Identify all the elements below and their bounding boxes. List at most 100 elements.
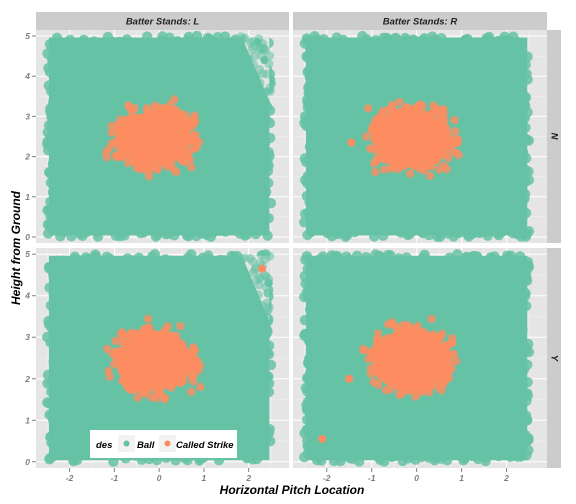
strip-row-N-label: N xyxy=(548,133,559,141)
called-strike-point xyxy=(116,138,125,147)
ball-point xyxy=(251,71,261,81)
ball-point xyxy=(258,69,268,79)
called-strike-point xyxy=(383,155,392,164)
called-strike-point xyxy=(107,139,117,148)
called-strike-point xyxy=(405,131,414,140)
outlier-point xyxy=(347,138,356,147)
called-strike-point xyxy=(409,161,418,171)
called-strike-point xyxy=(396,148,405,157)
called-strike-point xyxy=(155,131,164,140)
called-strike-point xyxy=(148,117,157,127)
called-strike-point xyxy=(407,149,416,158)
called-strike-point xyxy=(380,165,389,174)
called-strike-point xyxy=(136,165,145,174)
called-strike-point xyxy=(164,105,173,115)
strip-row-N xyxy=(547,30,561,243)
called-strike-point xyxy=(419,146,428,156)
called-strike-point xyxy=(168,164,178,173)
called-strike-point xyxy=(129,118,138,127)
called-strike-point xyxy=(415,100,424,109)
called-strike-point xyxy=(135,136,144,145)
strip-col-R-label: Batter Stands: R xyxy=(383,17,458,28)
called-strike-point xyxy=(140,148,149,157)
called-strike-point xyxy=(156,121,165,130)
ball-point xyxy=(238,74,247,84)
called-strike-point xyxy=(144,172,154,181)
called-strike-point xyxy=(444,153,453,163)
facet-panels xyxy=(36,30,547,468)
points-L-Y xyxy=(42,249,277,467)
called-strike-point xyxy=(397,130,406,139)
called-strike-point xyxy=(388,100,397,110)
called-strike-point xyxy=(134,125,143,134)
called-strike-point xyxy=(102,148,111,157)
called-strike-point xyxy=(190,117,200,127)
called-strike-point xyxy=(378,107,388,116)
called-strike-point xyxy=(168,114,177,123)
called-strike-point xyxy=(175,109,185,118)
strip-row-Y xyxy=(547,248,561,468)
called-strike-point xyxy=(142,104,152,113)
called-strike-point xyxy=(434,165,444,174)
called-strike-point xyxy=(414,123,424,132)
called-strike-point xyxy=(107,121,117,131)
called-strike-point xyxy=(413,142,422,152)
called-strike-point xyxy=(415,160,425,169)
outlier-point xyxy=(260,56,269,65)
ball-point xyxy=(246,38,256,48)
called-strike-point xyxy=(177,120,187,129)
called-strike-point xyxy=(123,116,132,125)
called-strike-point xyxy=(387,110,396,119)
called-strike-point xyxy=(376,137,385,146)
called-strike-point xyxy=(398,137,407,146)
called-strike-point xyxy=(159,139,169,149)
points-R-N xyxy=(299,30,535,242)
called-strike-point xyxy=(398,111,407,120)
called-strike-point xyxy=(411,116,420,125)
called-strike-point xyxy=(152,163,162,173)
called-strike-point xyxy=(439,135,448,144)
called-strike-point xyxy=(442,165,451,174)
called-strike-point xyxy=(439,105,448,114)
ball-point xyxy=(237,54,247,64)
called-strike-point xyxy=(450,115,459,125)
points-L-N xyxy=(42,30,277,242)
called-strike-point xyxy=(185,155,194,164)
ball-point xyxy=(265,86,275,96)
called-strike-point xyxy=(405,169,415,178)
called-strike-point xyxy=(370,159,379,168)
called-strike-point xyxy=(119,152,129,162)
called-strike-point xyxy=(179,135,188,144)
called-strike-point xyxy=(454,150,463,160)
called-strike-point xyxy=(451,127,460,136)
called-strike-point xyxy=(423,112,432,122)
called-strike-point xyxy=(425,171,435,180)
called-strike-point xyxy=(362,132,371,141)
called-strike-point xyxy=(439,128,448,138)
panel-L-Y xyxy=(36,248,289,468)
strip-col-L xyxy=(36,12,289,30)
called-strike-point xyxy=(151,103,161,112)
panel-L-N xyxy=(36,30,289,243)
called-strike-point xyxy=(431,104,441,113)
called-strike-point xyxy=(191,131,200,140)
called-strike-point xyxy=(426,142,435,152)
called-strike-point xyxy=(385,129,394,138)
called-strike-point xyxy=(386,164,396,173)
ball-point xyxy=(246,84,256,94)
called-strike-point xyxy=(395,97,404,107)
strip-col-L-label: Batter Stands: L xyxy=(126,17,200,28)
outlier-point xyxy=(253,38,262,47)
ball-point xyxy=(250,51,259,61)
panel-R-N xyxy=(293,30,547,243)
called-strike-point xyxy=(148,155,157,165)
called-strike-point xyxy=(187,162,196,172)
called-strike-point xyxy=(391,119,401,128)
ball-point xyxy=(239,66,249,76)
called-strike-point xyxy=(390,144,399,153)
called-strike-point xyxy=(437,116,446,125)
called-strike-point xyxy=(371,167,380,177)
called-strike-point xyxy=(433,145,442,155)
called-strike-point xyxy=(124,143,134,153)
